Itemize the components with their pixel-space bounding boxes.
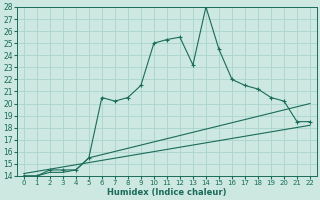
X-axis label: Humidex (Indice chaleur): Humidex (Indice chaleur) (107, 188, 227, 197)
